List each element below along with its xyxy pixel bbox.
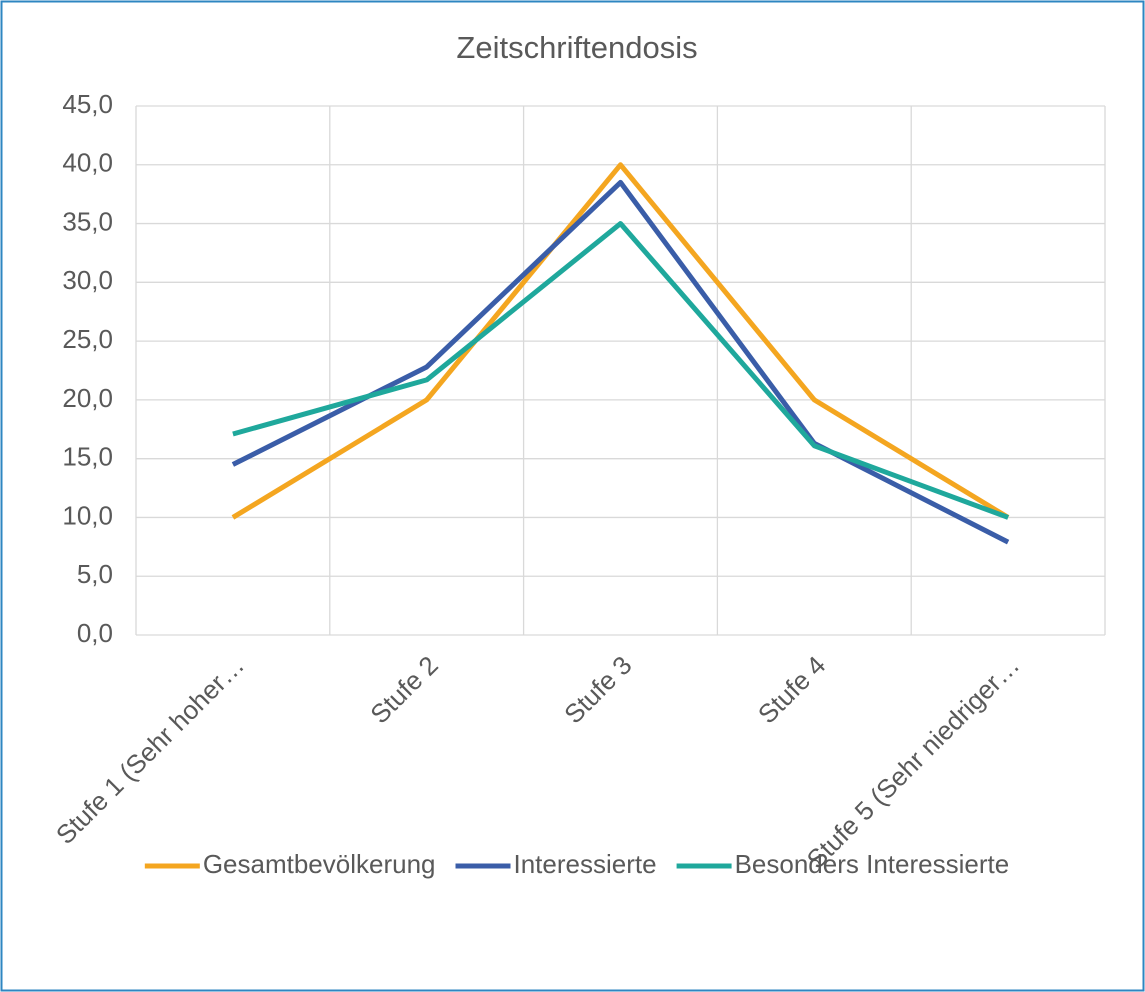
y-tick-label: 25,0 — [62, 324, 113, 354]
series-line — [231, 162, 1010, 520]
y-tick-label: 15,0 — [62, 442, 113, 472]
y-tick-label: 30,0 — [62, 265, 113, 295]
chart-title: Zeitschriftendosis — [456, 30, 697, 65]
legend-label: Gesamtbevölkerung — [203, 849, 436, 879]
series-line — [232, 221, 1009, 520]
y-tick-label: 45,0 — [62, 89, 113, 119]
y-tick-label: 20,0 — [62, 383, 113, 413]
legend-label: Interessierte — [514, 849, 657, 879]
y-tick-label: 5,0 — [77, 559, 113, 589]
y-tick-label: 10,0 — [62, 500, 113, 530]
y-tick-label: 0,0 — [77, 618, 113, 648]
y-tick-label: 35,0 — [62, 206, 113, 236]
legend-label: Besonders Interessierte — [735, 849, 1010, 879]
y-tick-label: 40,0 — [62, 148, 113, 178]
